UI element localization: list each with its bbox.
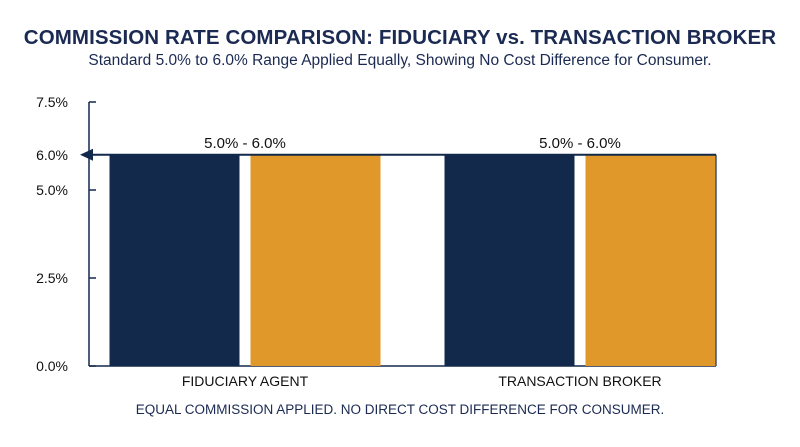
chart-title: COMMISSION RATE COMPARISON: FIDUCIARY vs…: [23, 26, 777, 49]
chart-subtitle: Standard 5.0% to 6.0% Range Applied Equa…: [88, 52, 712, 69]
y-tick-label: 7.5%: [36, 94, 68, 110]
x-category-label: FIDUCIARY AGENT: [182, 373, 309, 389]
reference-arrow-icon: [80, 148, 93, 161]
bar: [585, 154, 716, 366]
bar-group-data-label: 5.0% - 6.0%: [539, 135, 621, 152]
bar: [109, 154, 240, 366]
bar: [250, 154, 381, 366]
y-tick-label: 6.0%: [36, 147, 68, 163]
y-tick-label: 0.0%: [36, 358, 68, 374]
x-category-label: TRANSACTION BROKER: [498, 373, 661, 389]
chart-footnote: EQUAL COMMISSION APPLIED. NO DIRECT COST…: [135, 402, 665, 417]
y-tick-label: 2.5%: [36, 270, 68, 286]
bar: [444, 154, 575, 366]
bar-group-data-label: 5.0% - 6.0%: [204, 135, 286, 152]
y-tick-label: 5.0%: [36, 182, 68, 198]
